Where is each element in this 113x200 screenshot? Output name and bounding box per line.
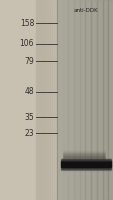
Bar [60, 162, 110, 163]
Bar [79, 0, 85, 200]
Bar [73, 0, 79, 200]
Text: 158: 158 [20, 19, 34, 27]
Bar [96, 0, 102, 200]
Bar [107, 0, 113, 200]
Bar [63, 152, 105, 153]
Bar [63, 153, 105, 154]
Bar [44, 0, 46, 200]
Bar [68, 0, 73, 200]
Bar [60, 158, 110, 159]
Bar [63, 151, 105, 152]
Bar [63, 154, 105, 155]
Bar [56, 0, 113, 200]
Bar [56, 0, 62, 200]
Bar [63, 155, 105, 156]
Text: 23: 23 [24, 129, 34, 138]
Bar [90, 0, 96, 200]
Bar [36, 0, 38, 200]
Bar [36, 0, 56, 200]
Text: 106: 106 [20, 40, 34, 48]
Bar [52, 0, 54, 200]
Bar [62, 0, 68, 200]
Text: 35: 35 [24, 112, 34, 121]
Bar [42, 0, 44, 200]
Bar [102, 0, 107, 200]
Bar [85, 0, 90, 200]
Bar [48, 0, 50, 200]
Text: 79: 79 [24, 56, 34, 66]
Bar [38, 0, 40, 200]
Bar [60, 161, 110, 162]
Bar [60, 168, 110, 169]
Bar [40, 0, 42, 200]
Bar [63, 156, 105, 157]
Bar [46, 0, 48, 200]
Bar [54, 0, 56, 200]
Bar [60, 169, 110, 170]
Bar [60, 159, 110, 160]
Bar [50, 0, 52, 200]
Bar [63, 157, 105, 158]
Bar [60, 166, 110, 167]
Bar [63, 150, 105, 151]
Bar [60, 167, 110, 168]
Bar [60, 164, 110, 165]
Bar [60, 165, 110, 166]
Text: 48: 48 [24, 88, 34, 97]
Text: anti-DDK: anti-DDK [73, 8, 97, 13]
Bar [60, 160, 110, 161]
Bar [60, 163, 110, 164]
